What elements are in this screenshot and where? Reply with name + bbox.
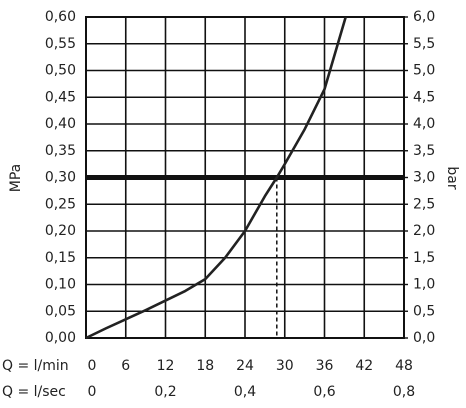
y-tick-label: 0,15 [45, 250, 76, 266]
y-tick-label: 0,45 [45, 89, 76, 105]
y-tick-label: 0,00 [45, 330, 76, 346]
y-tick-label: 0,10 [45, 277, 76, 293]
y-tick-label: 0,05 [45, 303, 76, 319]
y-tick-label: 0,35 [45, 143, 76, 159]
y2-tick-label: 1,5 [413, 250, 435, 266]
x-tick-label: 42 [355, 358, 373, 374]
y2-tick-label: 2,5 [413, 196, 435, 212]
x-tick-label: 0 [88, 358, 97, 374]
y2-tick-label: 1,0 [413, 277, 435, 293]
y2-tick-label: 0,5 [413, 303, 435, 319]
curve [85, 16, 347, 340]
y2-tick-label: 3,0 [413, 170, 435, 186]
y-tick-label: 0,25 [45, 196, 76, 212]
x-tick-label: 30 [276, 358, 294, 374]
y2-tick-label: 5,0 [413, 63, 435, 79]
x2-tick-label: 0 [88, 384, 97, 400]
y2-tick-label: 4,5 [413, 89, 435, 105]
y-tick-label: 0,55 [45, 36, 76, 52]
y2-tick-label: 3,5 [413, 143, 435, 159]
y-axis-label: MPa [8, 164, 24, 192]
y-tick-label: 0,40 [45, 116, 76, 132]
x-tick-label: 36 [316, 358, 334, 374]
y2-tick-label: 0,0 [413, 330, 435, 346]
x-tick-label: 18 [196, 358, 214, 374]
y-tick-label: 0,20 [45, 223, 76, 239]
y-tick-label: 0,60 [45, 9, 76, 25]
x-tick-label: 6 [121, 358, 130, 374]
y2-tick-label: 4,0 [413, 116, 435, 132]
x2-tick-label: 0,6 [313, 384, 335, 400]
y2-tick-label: 2,0 [413, 223, 435, 239]
x-tick-label: 24 [236, 358, 254, 374]
x2-tick-label: 0,8 [393, 384, 415, 400]
y-tick-label: 0,50 [45, 63, 76, 79]
y2-axis-label: bar [444, 166, 460, 189]
x-tick-label: 12 [157, 358, 175, 374]
y2-tick-label: 5,5 [413, 36, 435, 52]
y-tick-label: 0,30 [45, 170, 76, 186]
x2-axis-label: Q = l/sec [2, 384, 66, 400]
x2-tick-label: 0,2 [154, 384, 176, 400]
x-tick-label: 48 [395, 358, 413, 374]
x2-tick-label: 0,4 [234, 384, 256, 400]
x-axis-label: Q = l/min [2, 358, 69, 374]
y2-tick-label: 6,0 [413, 9, 435, 25]
